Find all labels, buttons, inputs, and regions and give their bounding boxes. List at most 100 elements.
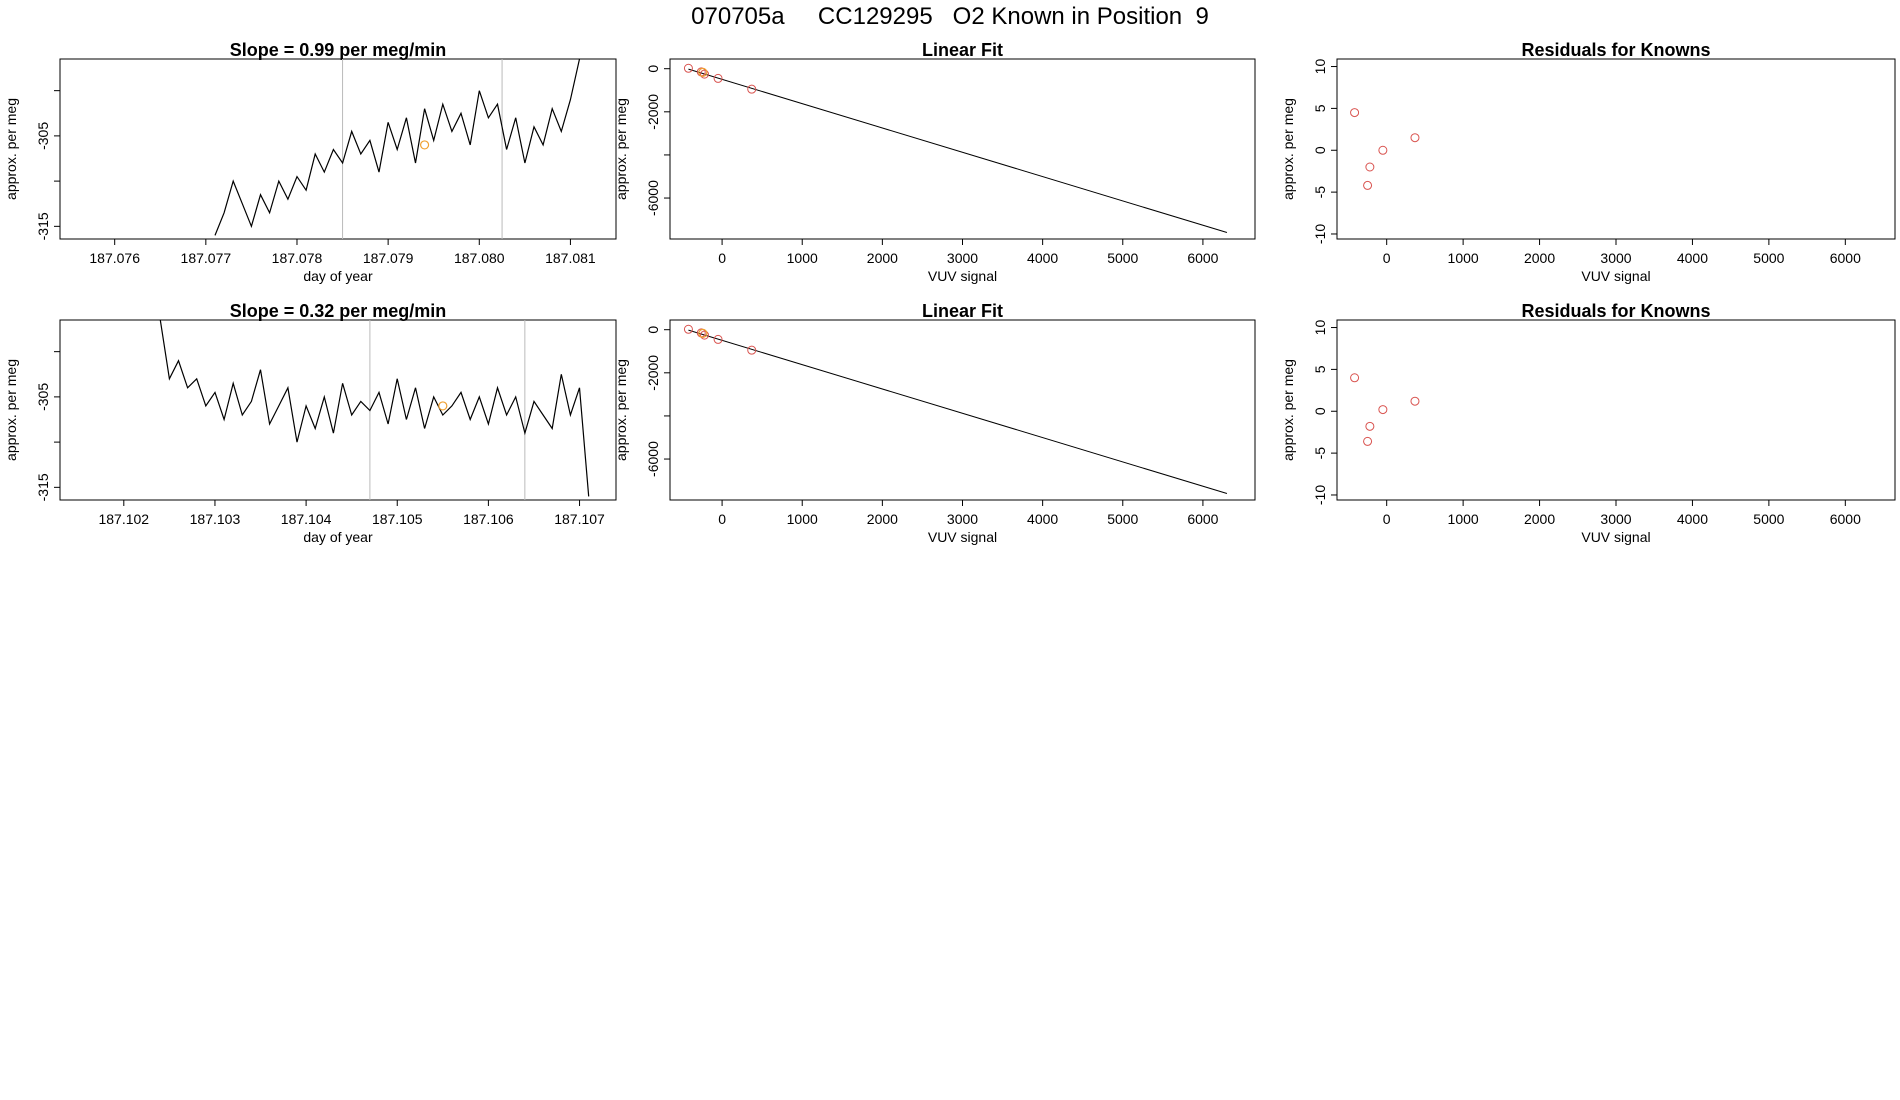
residuals-1-point <box>1378 145 1388 155</box>
linear-fit-1-xtick-label: 5000 <box>1107 250 1138 266</box>
residuals-2-frame <box>1336 319 1896 501</box>
slope-2-xtick-label: 187.102 <box>98 511 149 527</box>
slope-2-xtick-label: 187.107 <box>554 511 605 527</box>
residuals-1-point <box>1365 162 1375 172</box>
linear-fit-2-title: Linear Fit <box>922 301 1003 321</box>
page-title: 070705a CC129295 O2 Known in Position 9 <box>691 3 1209 30</box>
residuals-2-point <box>1410 396 1420 406</box>
residuals-2-point <box>1365 421 1375 431</box>
residuals-2-ytick-label: 10 <box>1312 320 1328 336</box>
linear-fit-1-fit-line <box>688 68 1228 234</box>
linear-fit-1-xlabel: VUV signal <box>928 268 997 284</box>
linear-fit-1-point <box>747 84 757 94</box>
residuals-2-xtick-label: 6000 <box>1830 511 1861 527</box>
linear-fit-2-point <box>713 334 723 344</box>
residuals-2-point <box>1350 373 1360 383</box>
slope-1-ytick-label: -305 <box>35 122 51 150</box>
linear-fit-2-xtick-label: 0 <box>718 511 726 527</box>
residuals-1-title: Residuals for Knowns <box>1521 40 1710 60</box>
residuals-1-point <box>1410 133 1420 143</box>
residuals-2-point <box>1378 405 1388 415</box>
linear-fit-2-ytick-label: -6000 <box>645 441 661 477</box>
linear-fit-2-xtick-label: 5000 <box>1107 511 1138 527</box>
residuals-2-title: Residuals for Knowns <box>1521 301 1710 321</box>
slope-2-ylabel: approx. per meg <box>3 359 19 461</box>
linear-fit-1-xtick-label: 1000 <box>787 250 818 266</box>
slope-1-xtick-label: 187.077 <box>181 250 232 266</box>
linear-fit-1-ytick-label: 0 <box>645 65 661 73</box>
linear-fit-1-xtick-label: 0 <box>718 250 726 266</box>
residuals-1-xtick-label: 0 <box>1383 250 1391 266</box>
linear-fit-2-xtick-label: 4000 <box>1027 511 1058 527</box>
slope-2-xtick-label: 187.105 <box>372 511 423 527</box>
slope-2-xtick-label: 187.103 <box>190 511 241 527</box>
slope-1-ytick-label: -315 <box>35 212 51 240</box>
residuals-2-ytick-label: -10 <box>1312 485 1328 505</box>
linear-fit-2-xtick-label: 1000 <box>787 511 818 527</box>
residuals-2-ytick-label: 0 <box>1312 407 1328 415</box>
residuals-1-ytick-label: 10 <box>1312 59 1328 75</box>
linear-fit-2-xtick-label: 6000 <box>1187 511 1218 527</box>
linear-fit-1-ytick-label: -2000 <box>645 94 661 130</box>
slope-2-xtick-label: 187.104 <box>281 511 332 527</box>
linear-fit-1-point <box>699 69 709 79</box>
slope-1-ylabel: approx. per meg <box>3 98 19 200</box>
residuals-2-xtick-label: 1000 <box>1448 511 1479 527</box>
residuals-2-xlabel: VUV signal <box>1581 529 1650 545</box>
slope-2-series-line <box>159 320 590 497</box>
residuals-1-xtick-label: 3000 <box>1600 250 1631 266</box>
residuals-2-point <box>1363 436 1373 446</box>
linear-fit-1-ylabel: approx. per meg <box>613 98 629 200</box>
slope-1-series-line <box>214 59 581 236</box>
residuals-1-point <box>1350 108 1360 118</box>
residuals-1-xtick-label: 2000 <box>1524 250 1555 266</box>
slope-1-xlabel: day of year <box>303 268 373 284</box>
linear-fit-1-highlight-point <box>698 67 708 77</box>
slope-1-xtick-label: 187.078 <box>272 250 323 266</box>
linear-fit-2-highlight-point <box>698 328 708 338</box>
slope-1-highlight-point <box>419 140 430 150</box>
linear-fit-2-xlabel: VUV signal <box>928 529 997 545</box>
linear-fit-1-xtick-label: 3000 <box>947 250 978 266</box>
linear-fit-1-title: Linear Fit <box>922 40 1003 60</box>
linear-fit-1-xtick-label: 4000 <box>1027 250 1058 266</box>
residuals-2-xtick-label: 3000 <box>1600 511 1631 527</box>
linear-fit-1-ytick-label: -6000 <box>645 180 661 216</box>
residuals-1-ytick-label: 0 <box>1312 146 1328 154</box>
slope-1-xtick-label: 187.076 <box>89 250 140 266</box>
residuals-1-ylabel: approx. per meg <box>1280 98 1296 200</box>
slope-2-xtick-label: 187.106 <box>463 511 514 527</box>
residuals-1-ytick-label: -10 <box>1312 224 1328 244</box>
linear-fit-2-point <box>699 330 709 340</box>
linear-fit-2-ytick-label: 0 <box>645 326 661 334</box>
linear-fit-1-xtick-label: 2000 <box>867 250 898 266</box>
slope-1-xtick-label: 187.081 <box>545 250 596 266</box>
residuals-1-ytick-label: -5 <box>1312 186 1328 199</box>
residuals-1-frame <box>1336 58 1896 240</box>
linear-fit-2-xtick-label: 3000 <box>947 511 978 527</box>
linear-fit-1-point <box>683 63 693 73</box>
slope-2-frame <box>59 319 617 501</box>
slope-2-ytick-label: -315 <box>35 473 51 501</box>
slope-2-xlabel: day of year <box>303 529 373 545</box>
linear-fit-2-point <box>747 345 757 355</box>
residuals-2-ylabel: approx. per meg <box>1280 359 1296 461</box>
linear-fit-2-frame <box>669 319 1256 501</box>
slope-1-frame <box>59 58 617 240</box>
residuals-1-xtick-label: 1000 <box>1448 250 1479 266</box>
residuals-2-xtick-label: 2000 <box>1524 511 1555 527</box>
residuals-1-xlabel: VUV signal <box>1581 268 1650 284</box>
slope-2-highlight-point <box>438 401 448 411</box>
residuals-2-ytick-label: 5 <box>1312 365 1328 373</box>
linear-fit-2-fit-line <box>688 329 1228 495</box>
residuals-1-point <box>1363 180 1373 190</box>
linear-fit-2-ylabel: approx. per meg <box>613 359 629 461</box>
residuals-1-xtick-label: 4000 <box>1677 250 1708 266</box>
linear-fit-2-ytick-label: -2000 <box>645 355 661 391</box>
slope-1-xtick-label: 187.080 <box>454 250 505 266</box>
slope-2-title: Slope = 0.32 per meg/min <box>230 301 447 321</box>
linear-fit-1-frame <box>669 58 1256 240</box>
residuals-1-xtick-label: 6000 <box>1830 250 1861 266</box>
